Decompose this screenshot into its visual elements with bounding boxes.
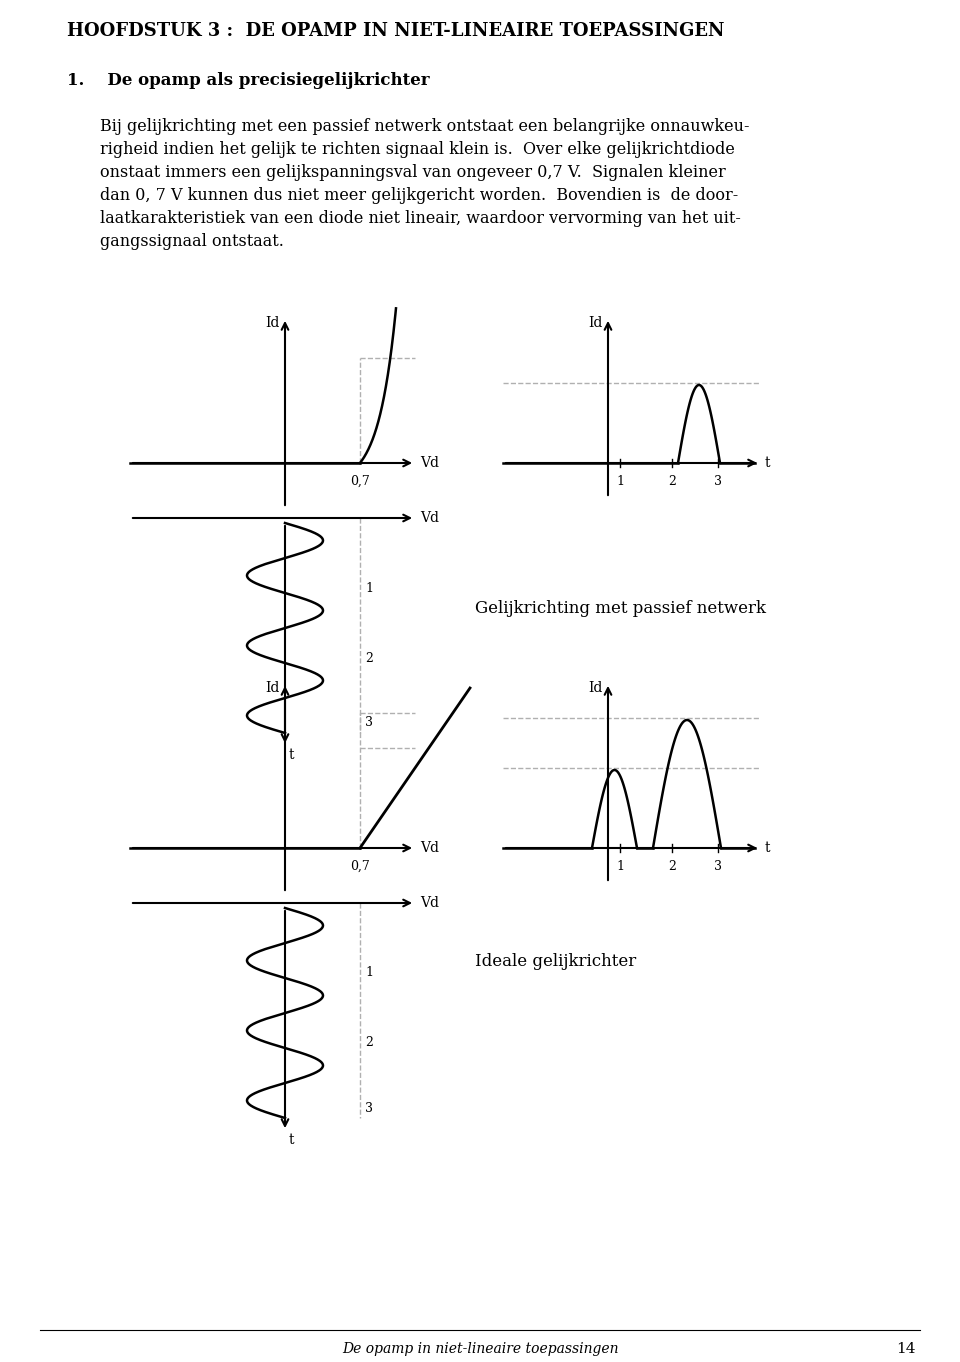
Text: t: t xyxy=(289,1133,295,1147)
Text: 2: 2 xyxy=(365,1036,372,1050)
Text: Id: Id xyxy=(266,316,280,330)
Text: gangssignaal ontstaat.: gangssignaal ontstaat. xyxy=(100,233,284,251)
Text: laatkarakteristiek van een diode niet lineair, waardoor vervorming van het uit-: laatkarakteristiek van een diode niet li… xyxy=(100,210,741,227)
Text: Gelijkrichting met passief netwerk: Gelijkrichting met passief netwerk xyxy=(475,601,766,617)
Text: 3: 3 xyxy=(365,716,373,730)
Text: Bij gelijkrichting met een passief netwerk ontstaat een belangrijke onnauwkeu-: Bij gelijkrichting met een passief netwe… xyxy=(100,118,750,135)
Text: Ideale gelijkrichter: Ideale gelijkrichter xyxy=(475,953,636,970)
Text: De opamp in niet-lineaire toepassingen: De opamp in niet-lineaire toepassingen xyxy=(342,1342,618,1357)
Text: 1: 1 xyxy=(616,475,624,488)
Text: 3: 3 xyxy=(714,475,722,488)
Text: onstaat immers een gelijkspanningsval van ongeveer 0,7 V.  Signalen kleiner: onstaat immers een gelijkspanningsval va… xyxy=(100,163,726,181)
Text: t: t xyxy=(765,456,771,470)
Text: 0,7: 0,7 xyxy=(350,859,370,873)
Text: Id: Id xyxy=(266,681,280,695)
Text: t: t xyxy=(765,840,771,855)
Text: Vd: Vd xyxy=(420,840,439,855)
Text: Id: Id xyxy=(588,316,603,330)
Text: Vd: Vd xyxy=(420,896,439,910)
Text: Vd: Vd xyxy=(420,456,439,470)
Text: Vd: Vd xyxy=(420,511,439,524)
Text: 2: 2 xyxy=(365,651,372,665)
Text: 0,7: 0,7 xyxy=(350,475,370,488)
Text: righeid indien het gelijk te richten signaal klein is.  Over elke gelijkrichtdio: righeid indien het gelijk te richten sig… xyxy=(100,142,734,158)
Text: 1.    De opamp als precisiegelijkrichter: 1. De opamp als precisiegelijkrichter xyxy=(67,72,430,89)
Text: Id: Id xyxy=(588,681,603,695)
Text: 2: 2 xyxy=(668,475,676,488)
Text: dan 0, 7 V kunnen dus niet meer gelijkgericht worden.  Bovendien is  de door-: dan 0, 7 V kunnen dus niet meer gelijkge… xyxy=(100,187,738,204)
Text: 14: 14 xyxy=(897,1342,916,1357)
Text: 2: 2 xyxy=(668,859,676,873)
Text: 3: 3 xyxy=(365,1102,373,1114)
Text: 3: 3 xyxy=(714,859,722,873)
Text: HOOFDSTUK 3 :  DE OPAMP IN NIET-LINEAIRE TOEPASSINGEN: HOOFDSTUK 3 : DE OPAMP IN NIET-LINEAIRE … xyxy=(67,22,725,39)
Text: 1: 1 xyxy=(616,859,624,873)
Text: 1: 1 xyxy=(365,582,373,594)
Text: 1: 1 xyxy=(365,967,373,979)
Text: t: t xyxy=(289,748,295,761)
